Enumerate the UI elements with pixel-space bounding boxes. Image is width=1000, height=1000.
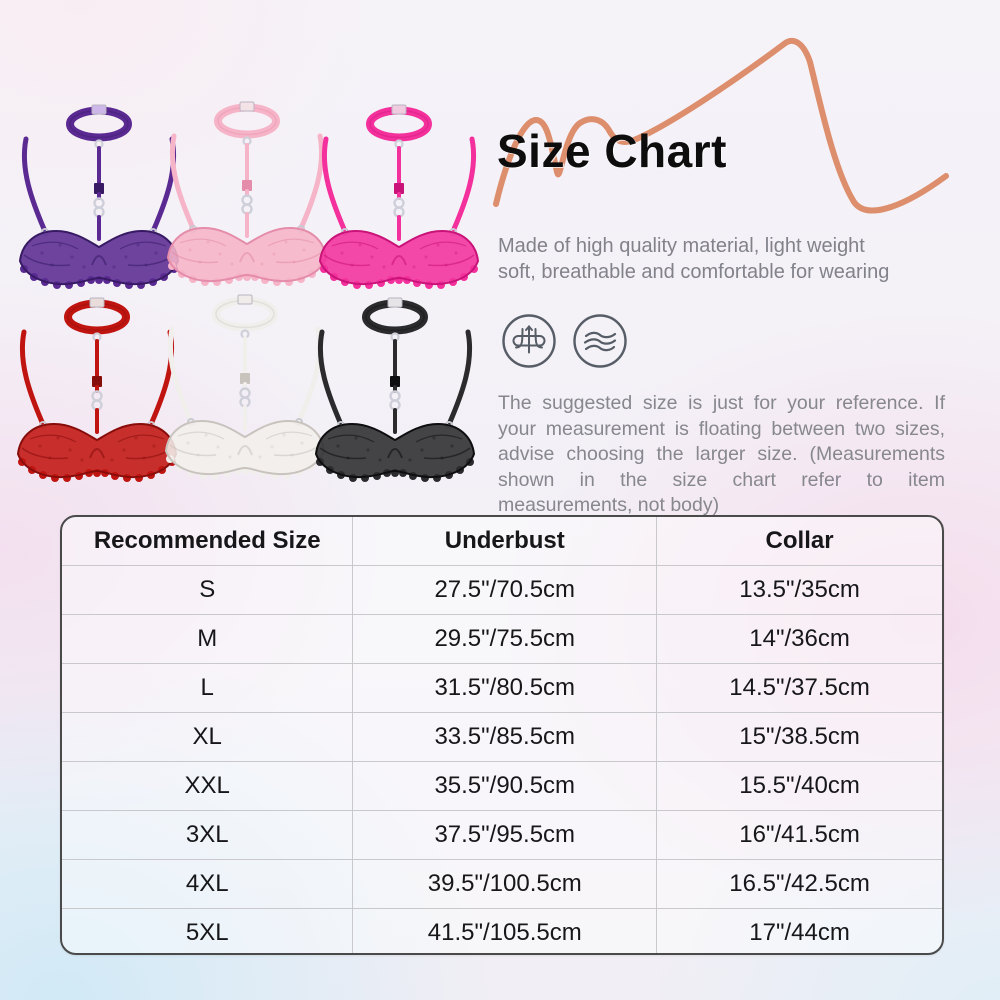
- table-cell: 37.5"/95.5cm: [352, 810, 658, 860]
- table-cell: 33.5"/85.5cm: [352, 712, 658, 762]
- product-white: [158, 285, 333, 490]
- sizing-note: The suggested size is just for your refe…: [498, 392, 945, 516]
- table-cell: XXL: [62, 761, 354, 811]
- table-row: XL 33.5"/85.5cm 15"/38.5cm: [62, 712, 942, 762]
- description-line-1: Made of high quality material, light wei…: [498, 235, 865, 257]
- table-cell: 35.5"/90.5cm: [352, 761, 658, 811]
- product-purple: [12, 95, 187, 300]
- table-cell: 31.5"/80.5cm: [352, 663, 658, 713]
- table-cell: XL: [62, 712, 354, 762]
- product-hot-pink: [312, 95, 487, 300]
- table-row: 3XL 37.5"/95.5cm 16"/41.5cm: [62, 810, 942, 860]
- size-chart-table: Recommended Size Underbust Collar S 27.5"/7…: [60, 515, 944, 955]
- page-title: Size Chart: [497, 125, 727, 177]
- table-row: 4XL 39.5"/100.5cm 16.5"/42.5cm: [62, 859, 942, 909]
- table-row: S 27.5"/70.5cm 13.5"/35cm: [62, 565, 942, 615]
- table-cell: M: [62, 614, 354, 664]
- table-cell: 15"/38.5cm: [656, 712, 942, 762]
- column-header: Collar: [656, 517, 942, 566]
- table-cell: 13.5"/35cm: [656, 565, 942, 615]
- soft-wave-icon: [573, 314, 627, 368]
- table-row: M 29.5"/75.5cm 14"/36cm: [62, 614, 942, 664]
- product-black: [308, 288, 483, 493]
- product-image-hot-pink: [319, 104, 479, 289]
- squiggle-decoration: [493, 37, 949, 214]
- table-cell: 27.5"/70.5cm: [352, 565, 658, 615]
- size-table-body: S 27.5"/70.5cm 13.5"/35cm M 29.5"/75.5cm 14"/…: [62, 565, 942, 953]
- table-cell: 16"/41.5cm: [656, 810, 942, 860]
- table-cell: 41.5"/105.5cm: [352, 908, 658, 953]
- table-row: 5XL 41.5"/105.5cm 17"/44cm: [62, 908, 942, 953]
- product-image-black: [315, 297, 475, 482]
- care-icons: [501, 313, 628, 369]
- table-cell: L: [62, 663, 354, 713]
- breathable-fabric-icon: [502, 314, 556, 368]
- product-image-white: [165, 294, 325, 479]
- size-table-header-row: Recommended Size Underbust Collar: [62, 517, 942, 566]
- table-cell: 3XL: [62, 810, 354, 860]
- column-header: Underbust: [352, 517, 658, 566]
- material-description: Made of high quality material, light wei…: [498, 233, 928, 285]
- table-cell: 4XL: [62, 859, 354, 909]
- column-header: Recommended Size: [62, 517, 354, 566]
- description-line-2: soft, breathable and comfortable for wea…: [498, 261, 890, 283]
- product-image-purple: [19, 104, 179, 289]
- table-row: XXL 35.5"/90.5cm 15.5"/40cm: [62, 761, 942, 811]
- table-cell: 29.5"/75.5cm: [352, 614, 658, 664]
- product-image-pink: [167, 101, 327, 286]
- table-cell: 15.5"/40cm: [656, 761, 942, 811]
- table-cell: 14"/36cm: [656, 614, 942, 664]
- table-cell: 16.5"/42.5cm: [656, 859, 942, 909]
- table-row: L 31.5"/80.5cm 14.5"/37.5cm: [62, 663, 942, 713]
- table-cell: 14.5"/37.5cm: [656, 663, 942, 713]
- product-pink: [160, 92, 335, 297]
- table-cell: S: [62, 565, 354, 615]
- table-cell: 39.5"/100.5cm: [352, 859, 658, 909]
- table-cell: 5XL: [62, 908, 354, 953]
- table-cell: 17"/44cm: [749, 919, 850, 946]
